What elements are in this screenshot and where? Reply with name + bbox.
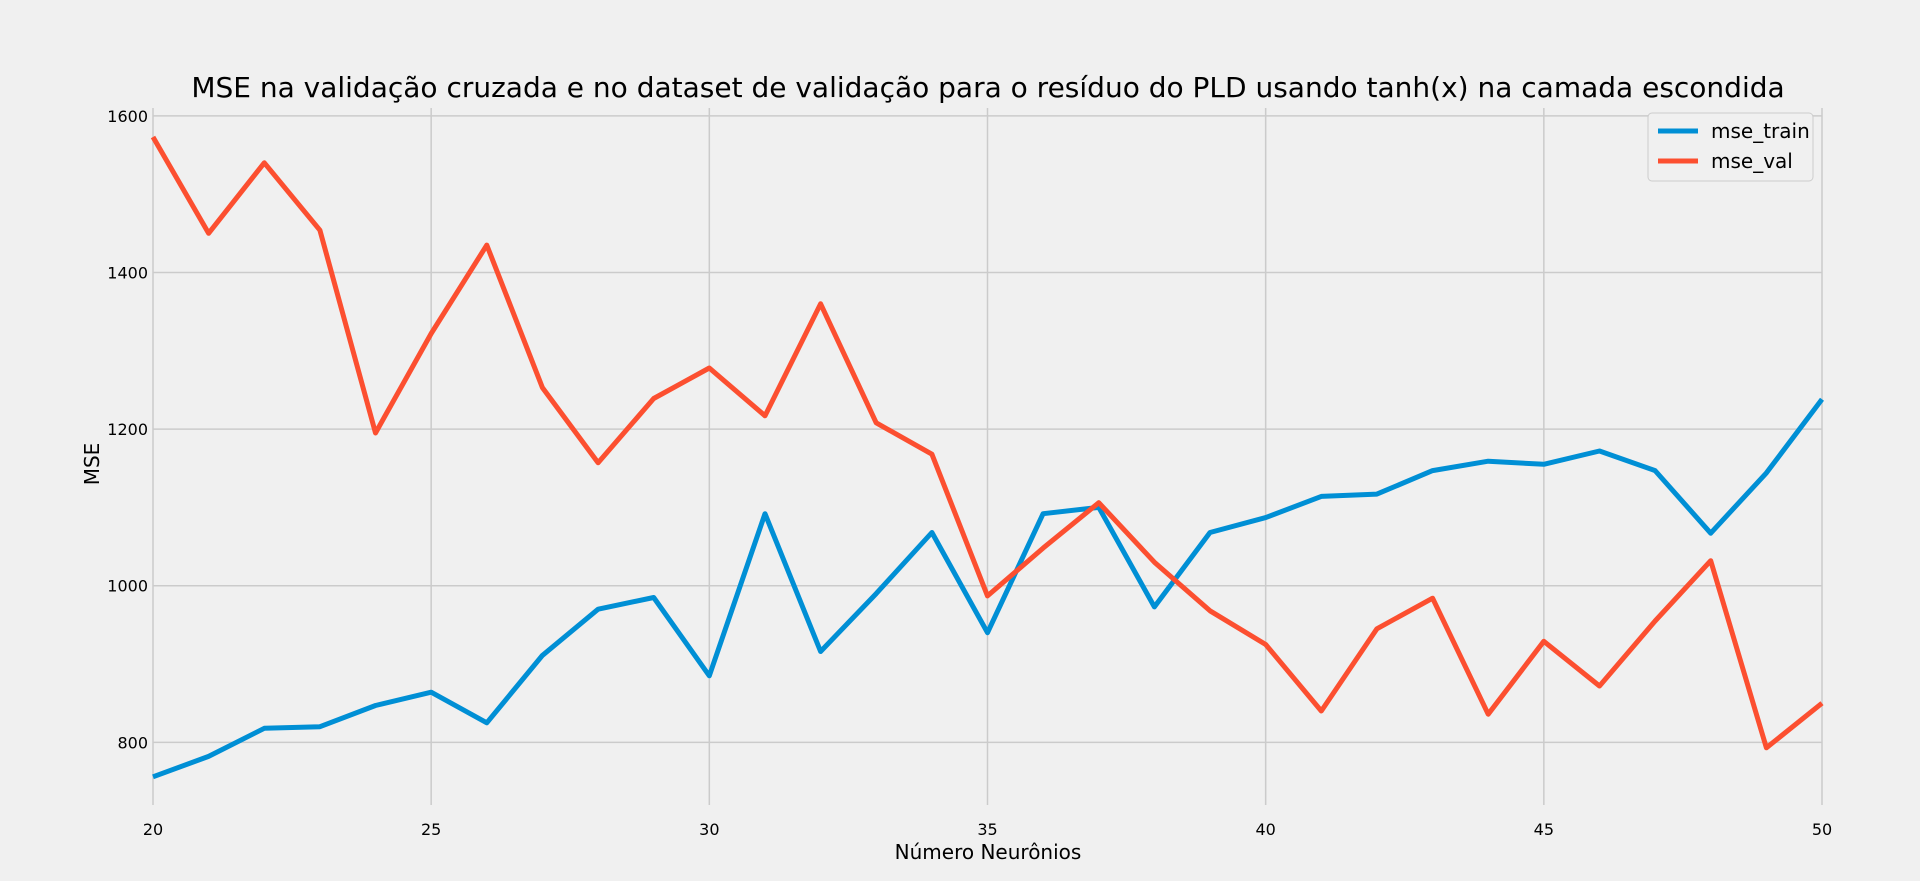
x-tick-label: 20 (143, 820, 163, 839)
x-tick-label: 45 (1534, 820, 1554, 839)
y-axis-label: MSE (80, 443, 104, 486)
y-tick-label: 1000 (107, 577, 148, 596)
legend-label: mse_val (1711, 149, 1793, 173)
x-tick-label: 30 (699, 820, 719, 839)
series-line-mse-val (150, 135, 1824, 751)
x-tick-label: 25 (421, 820, 441, 839)
y-axis-ticks: 800 1000 1200 1400 1600 (107, 107, 148, 753)
series-line-mse-train (152, 397, 1824, 780)
x-axis-label: Número Neurônios (895, 840, 1082, 864)
y-tick-label: 1600 (107, 107, 148, 126)
y-tick-label: 800 (117, 733, 148, 752)
legend-label: mse_train (1711, 119, 1810, 143)
x-axis-ticks: 20 25 30 35 40 45 50 (143, 820, 1832, 839)
x-tick-label: 50 (1812, 820, 1832, 839)
legend: mse_train mse_val (1647, 112, 1814, 182)
grid (152, 108, 1823, 805)
y-tick-label: 1400 (107, 263, 148, 282)
y-tick-label: 1200 (107, 420, 148, 439)
x-tick-label: 40 (1255, 820, 1275, 839)
chart-title: MSE na validação cruzada e no dataset de… (191, 71, 1784, 104)
x-tick-label: 35 (977, 820, 997, 839)
series-lines (150, 135, 1824, 780)
